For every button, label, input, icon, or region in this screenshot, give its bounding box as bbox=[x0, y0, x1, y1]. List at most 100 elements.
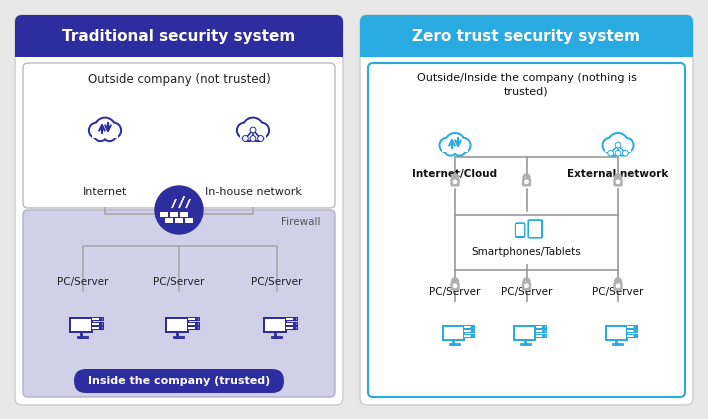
Circle shape bbox=[618, 137, 634, 153]
Bar bbox=[160, 212, 168, 217]
FancyBboxPatch shape bbox=[450, 178, 459, 186]
Circle shape bbox=[607, 142, 620, 156]
Circle shape bbox=[251, 137, 255, 140]
FancyBboxPatch shape bbox=[360, 15, 693, 405]
Bar bbox=[360, 36, 693, 57]
Circle shape bbox=[447, 134, 463, 151]
Bar bbox=[286, 323, 297, 324]
Circle shape bbox=[617, 143, 620, 147]
Bar bbox=[513, 325, 536, 341]
Circle shape bbox=[195, 323, 198, 325]
Bar bbox=[464, 331, 474, 332]
FancyBboxPatch shape bbox=[450, 282, 459, 290]
Circle shape bbox=[243, 136, 248, 141]
FancyBboxPatch shape bbox=[613, 282, 622, 290]
Bar bbox=[626, 334, 639, 338]
Text: Internet: Internet bbox=[83, 187, 127, 197]
Text: Traditional security system: Traditional security system bbox=[62, 28, 296, 44]
FancyBboxPatch shape bbox=[522, 282, 531, 290]
Bar bbox=[286, 318, 297, 320]
Bar bbox=[535, 329, 547, 333]
Bar bbox=[175, 217, 183, 222]
Circle shape bbox=[244, 119, 262, 137]
Text: Outside company (not trusted): Outside company (not trusted) bbox=[88, 72, 270, 85]
Circle shape bbox=[258, 136, 263, 141]
Circle shape bbox=[195, 318, 198, 321]
Bar bbox=[91, 326, 104, 330]
Circle shape bbox=[294, 318, 296, 321]
Text: PC/Server: PC/Server bbox=[57, 277, 109, 287]
Circle shape bbox=[542, 326, 545, 328]
Bar bbox=[185, 217, 193, 222]
Circle shape bbox=[96, 129, 105, 140]
Circle shape bbox=[617, 145, 627, 154]
Circle shape bbox=[542, 335, 545, 337]
Bar bbox=[92, 318, 103, 320]
Circle shape bbox=[236, 122, 253, 138]
FancyBboxPatch shape bbox=[515, 222, 525, 238]
Bar bbox=[92, 323, 103, 324]
Circle shape bbox=[453, 180, 457, 184]
Text: PC/Server: PC/Server bbox=[251, 277, 303, 287]
Text: PC/Server: PC/Server bbox=[501, 287, 552, 297]
Circle shape bbox=[100, 323, 102, 325]
Circle shape bbox=[94, 117, 115, 139]
Bar bbox=[464, 326, 474, 328]
Text: Smartphones/Tablets: Smartphones/Tablets bbox=[472, 247, 581, 257]
Bar bbox=[444, 327, 462, 339]
Circle shape bbox=[455, 137, 471, 153]
Circle shape bbox=[259, 137, 263, 140]
Circle shape bbox=[615, 150, 621, 156]
Text: Inside the company (trusted): Inside the company (trusted) bbox=[88, 376, 270, 386]
Polygon shape bbox=[179, 197, 184, 208]
Bar bbox=[626, 329, 639, 333]
Bar bbox=[535, 334, 547, 338]
FancyBboxPatch shape bbox=[522, 178, 531, 186]
Text: PC/Server: PC/Server bbox=[593, 287, 644, 297]
Circle shape bbox=[615, 142, 621, 147]
Circle shape bbox=[609, 145, 618, 154]
Bar bbox=[607, 327, 626, 339]
Text: Internet/Cloud: Internet/Cloud bbox=[413, 169, 498, 179]
Circle shape bbox=[634, 326, 636, 328]
Bar bbox=[188, 327, 199, 329]
Circle shape bbox=[634, 335, 636, 337]
Circle shape bbox=[616, 284, 620, 287]
Circle shape bbox=[471, 331, 474, 333]
Circle shape bbox=[616, 180, 620, 184]
Circle shape bbox=[294, 327, 296, 329]
Bar bbox=[286, 327, 297, 329]
Circle shape bbox=[457, 140, 469, 151]
Bar bbox=[91, 317, 104, 321]
Bar bbox=[166, 317, 189, 333]
Bar bbox=[165, 217, 173, 222]
Bar bbox=[91, 321, 104, 326]
FancyBboxPatch shape bbox=[527, 219, 543, 238]
FancyBboxPatch shape bbox=[74, 369, 284, 393]
Circle shape bbox=[603, 137, 618, 153]
Bar bbox=[530, 221, 541, 237]
Circle shape bbox=[239, 124, 251, 137]
Circle shape bbox=[610, 134, 627, 151]
Circle shape bbox=[105, 129, 115, 140]
FancyBboxPatch shape bbox=[15, 15, 343, 405]
Polygon shape bbox=[172, 199, 176, 208]
Circle shape bbox=[542, 331, 545, 333]
Bar bbox=[187, 317, 200, 321]
Bar bbox=[72, 319, 91, 331]
Text: Firewall: Firewall bbox=[281, 217, 321, 227]
Circle shape bbox=[294, 323, 296, 325]
Bar bbox=[170, 212, 178, 217]
Bar bbox=[285, 317, 298, 321]
Text: Zero trust security system: Zero trust security system bbox=[413, 28, 641, 44]
FancyBboxPatch shape bbox=[613, 178, 622, 186]
FancyBboxPatch shape bbox=[15, 15, 343, 57]
Bar bbox=[605, 147, 631, 152]
Circle shape bbox=[244, 137, 247, 140]
Circle shape bbox=[471, 326, 474, 328]
Bar bbox=[266, 319, 285, 331]
Bar bbox=[167, 319, 187, 331]
Bar bbox=[69, 317, 93, 333]
Text: External network: External network bbox=[567, 169, 668, 179]
Circle shape bbox=[446, 145, 455, 154]
